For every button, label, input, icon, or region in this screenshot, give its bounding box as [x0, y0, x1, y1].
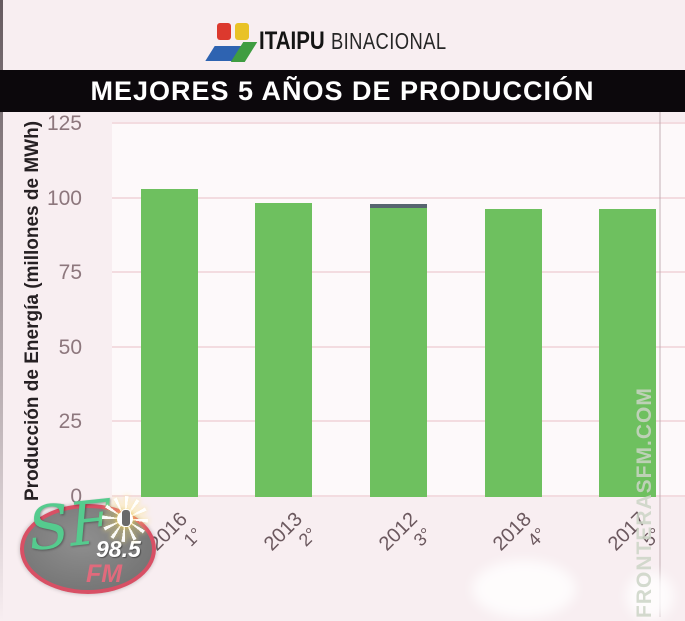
y-tick-label: 50 — [58, 335, 82, 359]
x-axis-labels: 2016 1° 2013 2° 2012 3° 2018 4° 2017 5° — [112, 503, 685, 593]
logo-red-square-icon — [217, 23, 232, 40]
plot-area — [112, 122, 685, 497]
bar-2017 — [599, 209, 657, 497]
starburst-mic-icon — [102, 496, 148, 542]
left-edge-shadow — [0, 0, 3, 621]
itaipu-logo-mark-icon — [205, 16, 258, 66]
y-tick-label: 125 — [46, 112, 82, 135]
watermark-text: FRONTERASFM.COM — [633, 387, 656, 618]
bar-2016 — [140, 189, 198, 497]
microphone-icon — [121, 509, 131, 527]
brand-name-light: BINACIONAL — [331, 27, 447, 54]
y-tick-label: 0 — [70, 485, 82, 508]
right-edge-line — [659, 112, 661, 617]
itaipu-logo: ITAIPU BINACIONAL — [0, 14, 685, 68]
logo-yellow-square-icon — [235, 23, 250, 40]
y-axis-ticks: 0 25 50 75 100 125 — [0, 112, 84, 508]
bar-2018 — [484, 208, 542, 497]
banner-title: MEJORES 5 AÑOS DE PRODUCCIÓN — [90, 75, 595, 106]
station-logo: SF 98.5 FM — [14, 487, 164, 600]
white-blob — [472, 560, 576, 618]
brand-name-bold: ITAIPU — [259, 26, 325, 55]
y-tick-label: 100 — [46, 186, 82, 210]
title-banner: MEJORES 5 AÑOS DE PRODUCCIÓN — [0, 70, 685, 112]
bar-2012 — [370, 203, 427, 497]
y-tick-label: 25 — [58, 410, 82, 434]
gridline — [112, 196, 685, 199]
station-fm-label: FM — [86, 560, 123, 588]
bar-2013 — [255, 202, 313, 497]
y-tick-label: 75 — [58, 261, 82, 285]
x-tick-label: 2012 3° — [374, 508, 435, 569]
white-blob — [626, 572, 674, 620]
x-tick-label: 2013 2° — [260, 508, 321, 569]
gridline — [112, 122, 685, 124]
